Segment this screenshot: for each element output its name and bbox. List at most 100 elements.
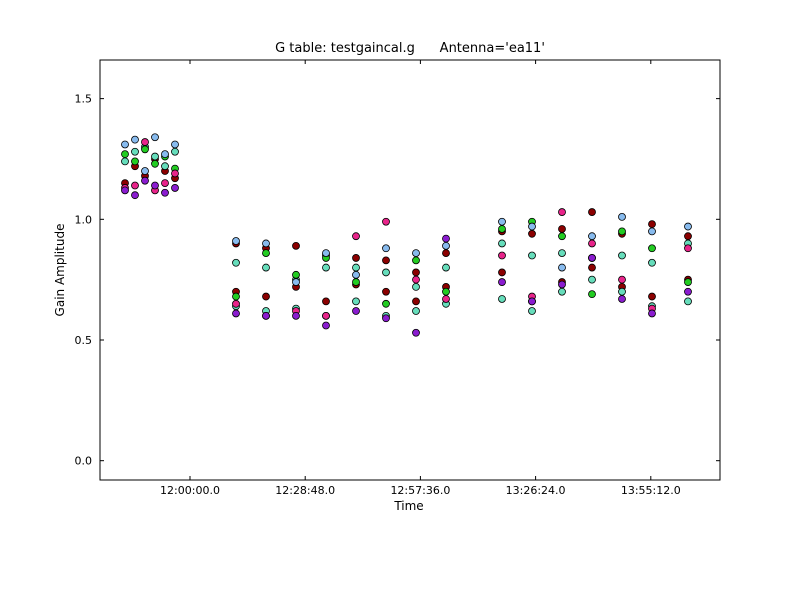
data-point: [141, 138, 149, 146]
data-point: [232, 292, 240, 301]
data-point: [131, 191, 139, 200]
data-point: [648, 227, 656, 236]
data-point: [498, 225, 506, 233]
data-point: [151, 159, 159, 168]
data-point: [412, 275, 420, 284]
data-point: [588, 254, 596, 262]
plot-frame: [99, 59, 721, 481]
data-point: [121, 157, 129, 166]
data-point: [558, 208, 566, 216]
data-point: [528, 297, 536, 306]
data-point: [262, 263, 270, 272]
data-point: [322, 321, 330, 330]
data-point: [171, 147, 179, 156]
x-tick-label: 13:55:12.0: [621, 484, 681, 497]
data-point: [412, 282, 420, 291]
data-point: [618, 227, 626, 236]
y-tick-label: 1.0: [75, 213, 93, 226]
data-point: [352, 297, 360, 306]
data-point: [558, 232, 566, 241]
data-point: [322, 297, 330, 306]
data-point: [442, 287, 450, 296]
data-point: [151, 133, 159, 142]
data-point: [588, 275, 596, 284]
data-point: [232, 309, 240, 318]
data-point: [588, 232, 596, 241]
data-point: [151, 181, 159, 190]
data-point: [498, 268, 506, 277]
data-point: [618, 212, 626, 221]
data-point: [292, 270, 300, 279]
data-point: [262, 311, 270, 320]
data-point: [442, 295, 450, 303]
data-point: [588, 290, 596, 299]
data-point: [648, 220, 656, 229]
data-point: [352, 307, 360, 315]
data-point: [382, 244, 390, 253]
data-point: [618, 295, 626, 303]
data-point: [648, 309, 656, 318]
data-point: [558, 280, 566, 289]
data-point: [684, 222, 692, 231]
x-tick-label: 12:28:48.0: [275, 484, 335, 497]
data-point: [292, 311, 300, 320]
data-point: [131, 135, 139, 144]
data-point: [262, 249, 270, 258]
x-tick-label: 12:57:36.0: [390, 484, 450, 497]
data-point: [412, 297, 420, 306]
data-point: [161, 188, 169, 197]
data-point: [161, 179, 169, 188]
data-point: [498, 278, 506, 286]
data-point: [141, 176, 149, 185]
data-point: [131, 157, 139, 166]
data-point: [141, 167, 149, 175]
data-point: [442, 249, 450, 258]
data-point: [382, 314, 390, 323]
data-point: [558, 263, 566, 272]
data-point: [262, 239, 270, 248]
data-point: [121, 150, 129, 159]
data-point: [684, 297, 692, 306]
data-point: [141, 145, 149, 154]
data-point: [648, 244, 656, 253]
data-point: [412, 268, 420, 277]
data-point: [232, 258, 240, 267]
data-point: [352, 278, 360, 286]
data-point: [618, 287, 626, 296]
data-point: [352, 270, 360, 279]
data-point: [528, 229, 536, 238]
data-point: [322, 311, 330, 320]
data-point: [161, 162, 169, 171]
data-point: [528, 251, 536, 260]
data-point: [232, 237, 240, 245]
data-point: [171, 169, 179, 178]
x-tick-label: 13:26:24.0: [506, 484, 566, 497]
data-point: [352, 232, 360, 241]
plot-area: [121, 133, 692, 337]
x-tick-label: 12:00:00.0: [160, 484, 220, 497]
data-point: [292, 278, 300, 286]
data-point: [558, 287, 566, 296]
data-point: [498, 295, 506, 303]
y-axis-label: Gain Amplitude: [53, 224, 67, 317]
data-point: [232, 299, 240, 308]
data-point: [121, 186, 129, 195]
data-point: [171, 184, 179, 192]
x-axis-label: Time: [393, 499, 423, 513]
data-point: [352, 254, 360, 262]
data-point: [161, 150, 169, 159]
data-point: [382, 268, 390, 277]
data-point: [352, 263, 360, 272]
data-point: [412, 256, 420, 265]
data-point: [684, 232, 692, 241]
data-point: [528, 222, 536, 231]
data-point: [588, 208, 596, 216]
data-point: [412, 328, 420, 337]
data-point: [292, 241, 300, 250]
data-point: [442, 241, 450, 250]
data-point: [442, 234, 450, 243]
y-tick-label: 0.5: [75, 334, 93, 347]
data-point: [442, 263, 450, 272]
